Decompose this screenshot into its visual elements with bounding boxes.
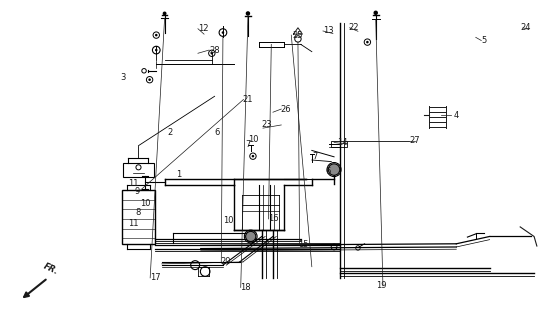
Bar (122, 190, 155, 244)
Circle shape (328, 164, 340, 175)
Text: 18: 18 (240, 283, 251, 292)
Text: FR.: FR. (42, 261, 60, 276)
Text: 9: 9 (134, 188, 139, 196)
Text: 6: 6 (326, 167, 331, 176)
Text: 8: 8 (136, 208, 141, 217)
Circle shape (163, 12, 167, 15)
Text: 21: 21 (243, 95, 253, 104)
Text: 10: 10 (223, 216, 234, 225)
Text: 10: 10 (140, 198, 150, 207)
Circle shape (155, 34, 158, 36)
Circle shape (252, 155, 254, 157)
Text: 17: 17 (150, 273, 160, 282)
Text: 14: 14 (337, 138, 348, 147)
Text: 23: 23 (261, 120, 272, 130)
Text: 10: 10 (248, 135, 259, 144)
Text: 22: 22 (348, 23, 359, 32)
Circle shape (246, 231, 256, 242)
Text: 5: 5 (481, 36, 487, 45)
Text: 15: 15 (298, 240, 309, 249)
Text: 1: 1 (176, 170, 181, 179)
Text: 27: 27 (409, 136, 420, 145)
Circle shape (366, 41, 369, 44)
Text: 25: 25 (292, 31, 303, 40)
Text: 3: 3 (120, 73, 126, 82)
Text: 2: 2 (168, 128, 173, 137)
Text: 24: 24 (520, 23, 531, 32)
Circle shape (148, 78, 151, 81)
Text: 19: 19 (376, 281, 387, 290)
Text: 16: 16 (267, 214, 278, 223)
Text: 11: 11 (128, 180, 138, 188)
Text: 7: 7 (245, 140, 251, 148)
Text: 20: 20 (221, 258, 231, 267)
Circle shape (222, 31, 224, 34)
Circle shape (211, 52, 213, 54)
Text: 28: 28 (209, 45, 220, 55)
Circle shape (155, 49, 158, 51)
Text: 13: 13 (323, 27, 334, 36)
Circle shape (374, 11, 378, 15)
Text: 11: 11 (128, 219, 138, 228)
Bar (123, 163, 154, 177)
Circle shape (246, 11, 250, 16)
Text: 6: 6 (214, 128, 220, 137)
Text: 26: 26 (280, 105, 291, 114)
Text: 12: 12 (198, 24, 209, 33)
Text: 7: 7 (312, 152, 317, 161)
Bar (331, 141, 347, 147)
Text: 4: 4 (453, 111, 459, 120)
